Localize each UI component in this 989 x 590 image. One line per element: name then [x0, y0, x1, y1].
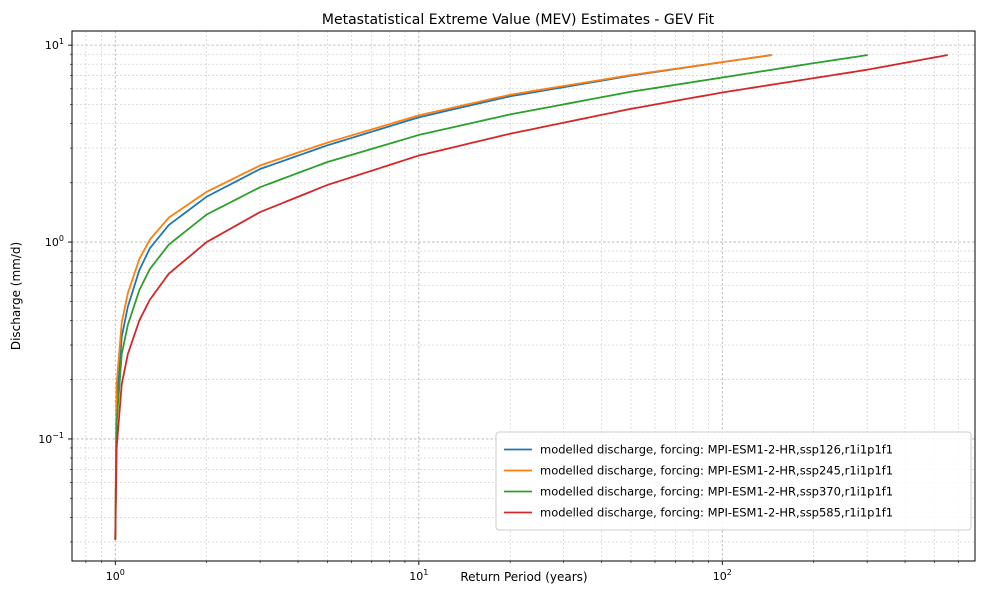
ticks: 100 101 102 10−1 100 101: [38, 37, 959, 583]
plot-frame: [71, 30, 976, 562]
y-tick-label: 10−1: [38, 431, 64, 446]
legend-box: [495, 431, 972, 531]
legend-label-4: modelled discharge, forcing: MPI-ESM1-2-…: [540, 506, 893, 520]
y-tick-label: 101: [45, 37, 64, 52]
legend-label-3: modelled discharge, forcing: MPI-ESM1-2-…: [540, 485, 893, 499]
series-line-4: [114, 54, 948, 541]
series-line-2: [114, 54, 773, 541]
y-tick-label: 100: [45, 234, 64, 249]
series-line-3: [114, 54, 869, 541]
x-tick-label: 100: [106, 568, 125, 583]
series-lines: [114, 54, 948, 541]
y-axis-label: Discharge (mm/d): [9, 242, 23, 350]
x-tick-label: 101: [409, 568, 428, 583]
legend-label-2: modelled discharge, forcing: MPI-ESM1-2-…: [540, 464, 893, 478]
chart-title: Metastatistical Extreme Value (MEV) Esti…: [322, 12, 715, 28]
legend-label-1: modelled discharge, forcing: MPI-ESM1-2-…: [540, 443, 893, 457]
x-tick-label: 102: [713, 568, 732, 583]
x-axis-label: Return Period (years): [460, 570, 587, 584]
legend: modelled discharge, forcing: MPI-ESM1-2-…: [495, 431, 972, 531]
series-line-1: [114, 54, 773, 541]
